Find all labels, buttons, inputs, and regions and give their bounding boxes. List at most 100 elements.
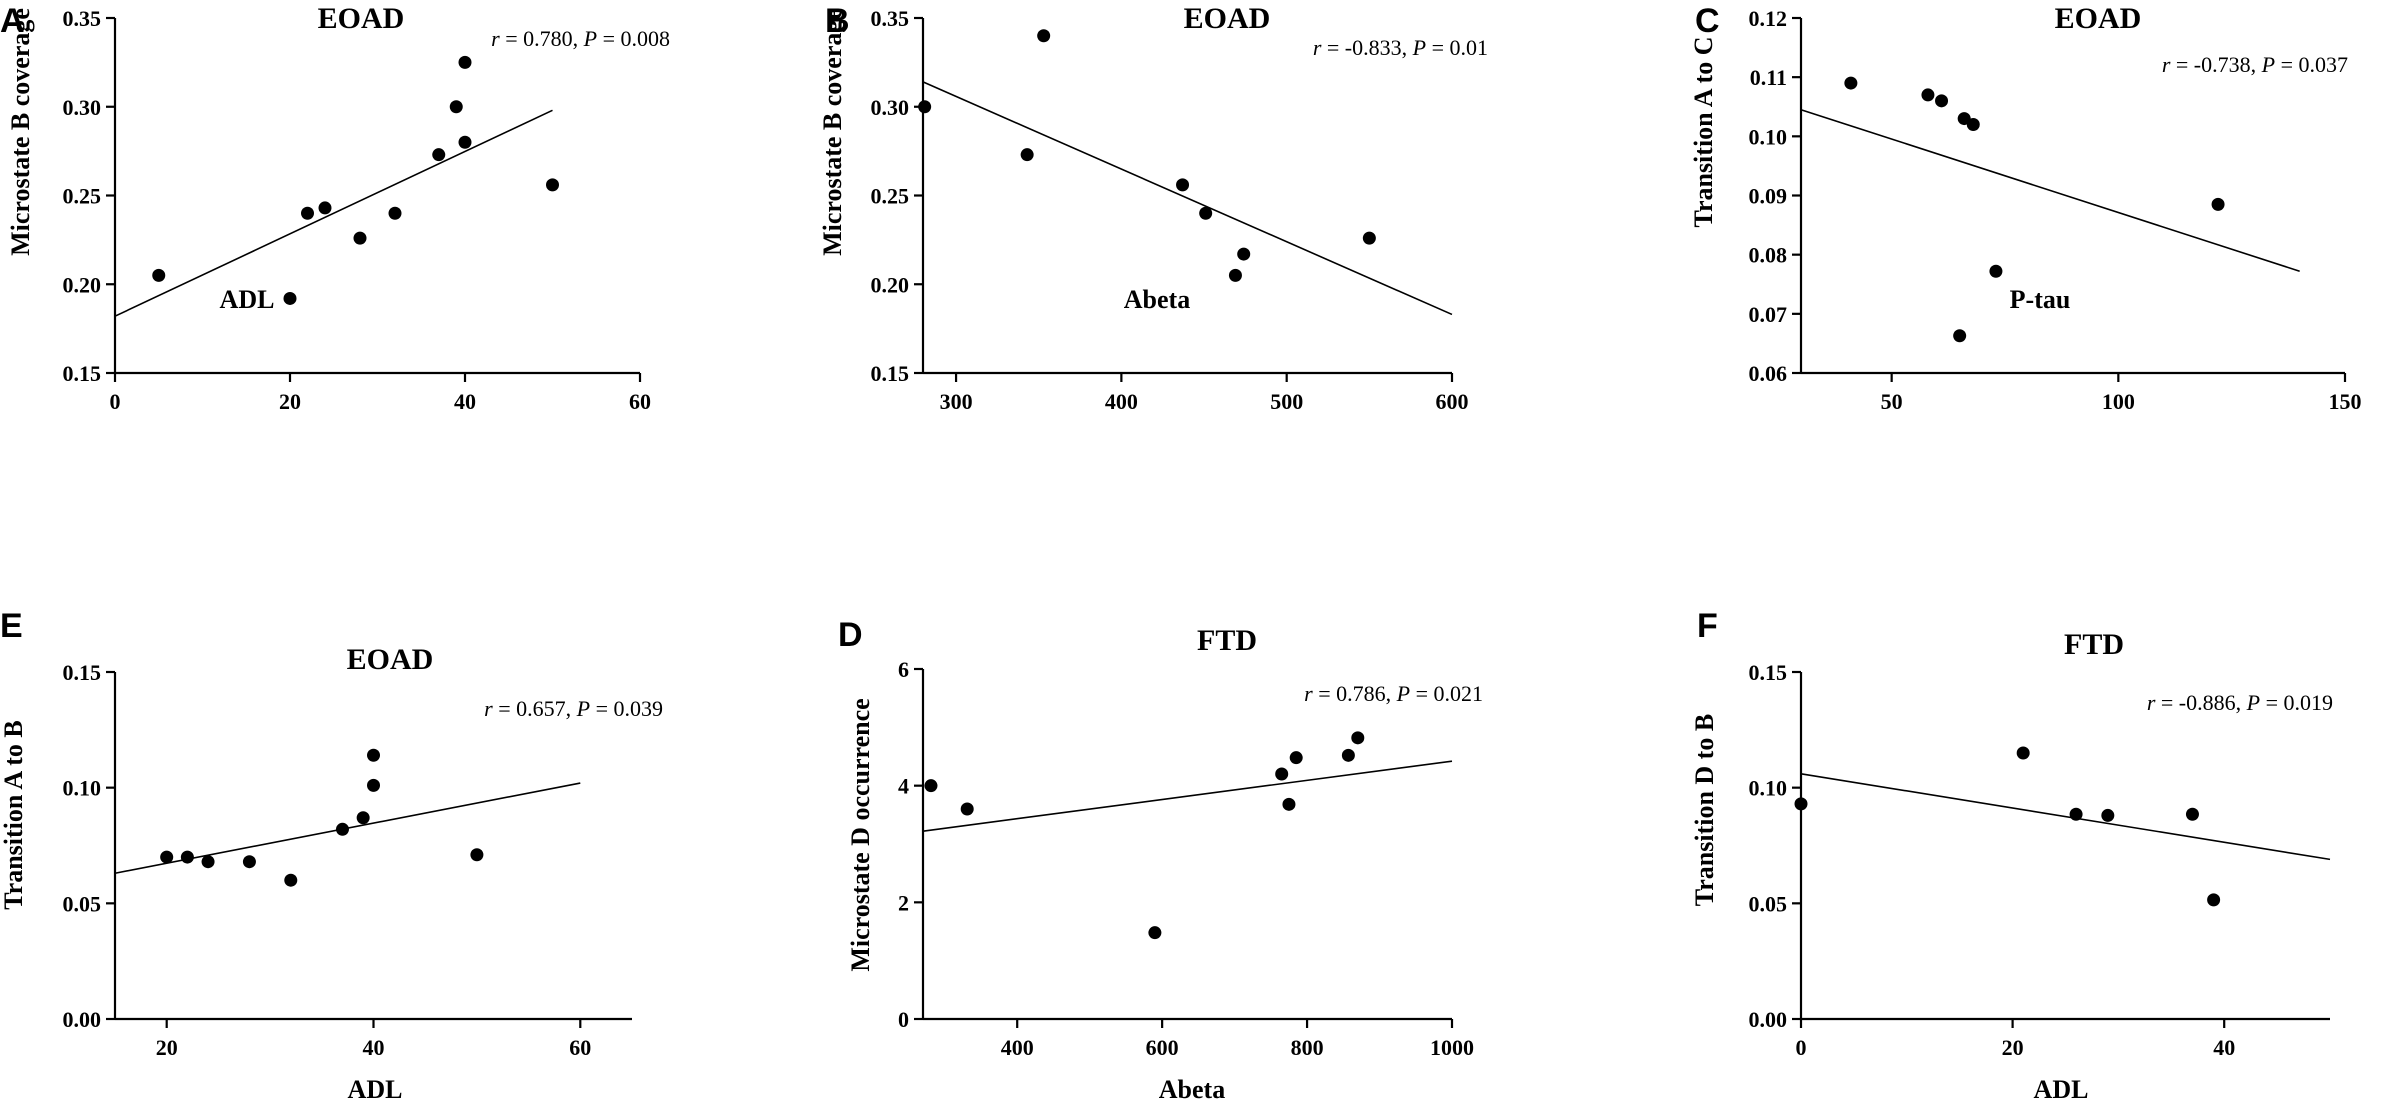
x-axis-label: Abeta [1124,285,1190,314]
r-label: r [2162,52,2171,77]
x-tick-label: 600 [1146,1035,1179,1060]
data-point [1966,118,1980,131]
data-point [318,201,332,215]
regression-line [922,81,1453,316]
y-tick-label: 0.10 [63,776,102,801]
data-point [284,873,298,887]
data-point [180,850,194,864]
y-tick-label: 0 [898,1007,909,1032]
x-tick-label: 400 [1001,1035,1034,1060]
y-tick-label: 0.30 [871,95,910,120]
p-label: P [2246,690,2260,715]
data-point [356,811,370,825]
data-point [1237,247,1251,261]
data-point [1037,29,1051,43]
x-tick-label: 300 [940,389,973,414]
data-point [2069,807,2083,821]
x-tick-label: 60 [569,1035,591,1060]
r-value: = -0.886, [2155,690,2246,715]
x-tick-label: 40 [454,389,476,414]
y-tick-label: 0.10 [1749,124,1788,149]
y-tick-label: 0.15 [63,660,102,685]
chart-title: FTD [2064,628,2124,661]
stat-annotation: r = 0.780, P = 0.008 [491,26,670,51]
data-point [1020,148,1034,162]
regression-line [1800,772,2331,861]
data-point [201,855,215,869]
y-tick-label: 0.25 [63,184,102,209]
data-point [283,291,297,305]
y-tick-label: 0.05 [63,891,102,916]
p-label: P [1412,35,1426,60]
data-point [2207,893,2221,907]
p-value: = 0.019 [2260,690,2333,715]
x-tick-label: 1000 [1430,1035,1474,1060]
x-axis-label: ADL [348,1075,403,1104]
p-label: P [576,696,590,721]
x-axis-label: ADL [2034,1075,2089,1104]
y-axis-label: Transition D to B [1690,714,1719,906]
chart-panel-f: F FTD r = -0.886, P = 0.019 Transition D… [1690,607,2333,1104]
data-point [1921,88,1935,102]
y-axis-label: Microstate B coverage [6,8,35,256]
panel-letter: D [838,616,863,654]
data-point [301,206,314,220]
data-point [458,135,472,149]
data-point [2211,197,2225,211]
data-point [449,100,463,114]
chart-panel-e: E EOAD r = 0.657, P = 0.039 Transition A… [0,607,663,1104]
y-tick-label: 2 [898,890,909,915]
data-point [458,55,472,69]
y-tick-label: 0.20 [871,272,910,297]
x-tick-label: 600 [1436,389,1469,414]
y-tick-label: 0.15 [63,361,102,386]
x-tick-label: 100 [2102,389,2135,414]
r-value: = -0.738, [2170,52,2261,77]
y-tick-label: 0.08 [1749,243,1788,268]
data-point [242,855,256,869]
data-point [1228,268,1242,282]
x-tick-label: 50 [1881,389,1903,414]
p-value: = 0.01 [1426,35,1488,60]
x-axis-label: P-tau [2010,285,2071,314]
x-tick-label: 40 [363,1035,385,1060]
panel-letter: C [1695,2,1720,40]
y-tick-label: 0.00 [1749,1007,1788,1032]
p-label: P [2261,52,2275,77]
y-tick-label: 0.00 [63,1007,102,1032]
stat-annotation: r = -0.738, P = 0.037 [2162,52,2348,77]
y-axis-label: Transition A to B [0,720,28,910]
data-point [960,802,974,816]
data-point [1362,231,1376,245]
panel-letter: E [0,607,23,645]
x-tick-label: 20 [2002,1035,2024,1060]
x-tick-label: 150 [2329,389,2362,414]
data-point [353,231,367,245]
data-point [1275,767,1289,781]
regression-line [1800,108,2300,272]
y-tick-label: 0.09 [1749,184,1788,209]
y-tick-label: 0.30 [63,95,102,120]
plot-area: 0.00 0.05 0.10 0.15 0 20 40 [1749,660,2331,1060]
panel-letter: B [825,2,850,40]
y-tick-label: 0.07 [1749,302,1788,327]
y-tick-label: 0.10 [1749,776,1788,801]
data-point [1953,329,1967,343]
y-axis-label: Microstate D occurrence [846,698,875,971]
chart-title: EOAD [2055,2,2142,35]
x-axis-label: Abeta [1159,1075,1225,1104]
y-axis-label: Transition A to C [1689,37,1718,228]
regression-line [922,760,1453,832]
regression-line [114,109,553,317]
chart-panel-b: B EOAD r = -0.833, P = 0.01 Microstate B… [818,2,1488,414]
y-tick-label: 0.25 [871,184,910,209]
chart-title: EOAD [1184,2,1271,35]
p-value: = 0.037 [2275,52,2348,77]
chart-title: EOAD [318,2,405,35]
y-tick-label: 0.15 [1749,660,1788,685]
y-tick-label: 0.35 [871,6,910,31]
stat-annotation: r = -0.886, P = 0.019 [2147,690,2333,715]
y-tick-label: 0.20 [63,272,102,297]
data-point [1176,178,1190,192]
y-tick-label: 0.11 [1750,65,1787,90]
